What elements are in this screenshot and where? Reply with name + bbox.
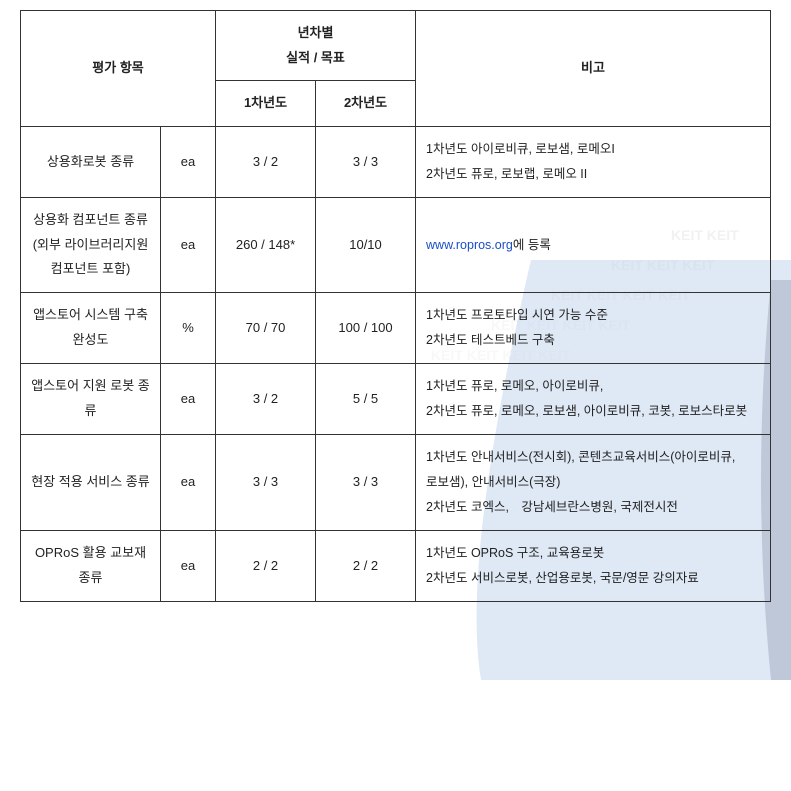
header-year-bottom: 실적 / 목표: [224, 46, 407, 71]
table-row: 앱스토어 지원 로봇 종류ea3 / 25 / 51차년도 퓨로, 로메오, 아…: [21, 364, 771, 435]
cell-year1: 2 / 2: [216, 531, 316, 602]
cell-unit: ea: [161, 198, 216, 293]
cell-year1: 3 / 2: [216, 364, 316, 435]
header-year1: 1차년도: [216, 81, 316, 127]
header-year2: 2차년도: [316, 81, 416, 127]
table-row: 앱스토어 시스템 구축 완성도%70 / 70100 / 1001차년도 프로토…: [21, 293, 771, 364]
cell-item: 앱스토어 시스템 구축 완성도: [21, 293, 161, 364]
table-row: 현장 적용 서비스 종류ea3 / 33 / 31차년도 안내서비스(전시회),…: [21, 435, 771, 531]
cell-year2: 5 / 5: [316, 364, 416, 435]
cell-remarks: www.ropros.org에 등록: [416, 198, 771, 293]
cell-year2: 3 / 3: [316, 435, 416, 531]
cell-unit: %: [161, 293, 216, 364]
table-body: 상용화로봇 종류ea3 / 23 / 31차년도 아이로비큐, 로보샘, 로메오…: [21, 127, 771, 602]
cell-unit: ea: [161, 531, 216, 602]
cell-year1: 3 / 3: [216, 435, 316, 531]
cell-remarks: 1차년도 OPRoS 구조, 교육용로봇2차년도 서비스로봇, 산업용로봇, 국…: [416, 531, 771, 602]
header-year-group: 년차별 실적 / 목표: [216, 11, 416, 81]
evaluation-table: 평가 항목 년차별 실적 / 목표 비고 1차년도 2차년도 상용화로봇 종류e…: [20, 10, 771, 602]
cell-year2: 100 / 100: [316, 293, 416, 364]
table-header: 평가 항목 년차별 실적 / 목표 비고 1차년도 2차년도: [21, 11, 771, 127]
cell-year1: 260 / 148*: [216, 198, 316, 293]
header-year-top: 년차별: [224, 21, 407, 46]
cell-year2: 2 / 2: [316, 531, 416, 602]
cell-remarks: 1차년도 프로토타입 시연 가능 수준2차년도 테스트베드 구축: [416, 293, 771, 364]
cell-unit: ea: [161, 435, 216, 531]
header-eval-item: 평가 항목: [21, 11, 216, 127]
table-row: 상용화 컴포넌트 종류 (외부 라이브러리지원 컴포넌트 포함)ea260 / …: [21, 198, 771, 293]
cell-item: 상용화로봇 종류: [21, 127, 161, 198]
cell-remarks: 1차년도 퓨로, 로메오, 아이로비큐,2차년도 퓨로, 로메오, 로보샘, 아…: [416, 364, 771, 435]
header-remarks: 비고: [416, 11, 771, 127]
cell-year2: 10/10: [316, 198, 416, 293]
cell-unit: ea: [161, 364, 216, 435]
table-row: 상용화로봇 종류ea3 / 23 / 31차년도 아이로비큐, 로보샘, 로메오…: [21, 127, 771, 198]
cell-unit: ea: [161, 127, 216, 198]
cell-item: 현장 적용 서비스 종류: [21, 435, 161, 531]
cell-year1: 3 / 2: [216, 127, 316, 198]
cell-item: 상용화 컴포넌트 종류 (외부 라이브러리지원 컴포넌트 포함): [21, 198, 161, 293]
cell-year2: 3 / 3: [316, 127, 416, 198]
cell-item: OPRoS 활용 교보재 종류: [21, 531, 161, 602]
cell-year1: 70 / 70: [216, 293, 316, 364]
cell-item: 앱스토어 지원 로봇 종류: [21, 364, 161, 435]
table-row: OPRoS 활용 교보재 종류ea2 / 22 / 21차년도 OPRoS 구조…: [21, 531, 771, 602]
cell-remarks: 1차년도 아이로비큐, 로보샘, 로메오I2차년도 퓨로, 로보랩, 로메오 I…: [416, 127, 771, 198]
cell-remarks: 1차년도 안내서비스(전시회), 콘텐츠교육서비스(아이로비큐, 로보샘), 안…: [416, 435, 771, 531]
